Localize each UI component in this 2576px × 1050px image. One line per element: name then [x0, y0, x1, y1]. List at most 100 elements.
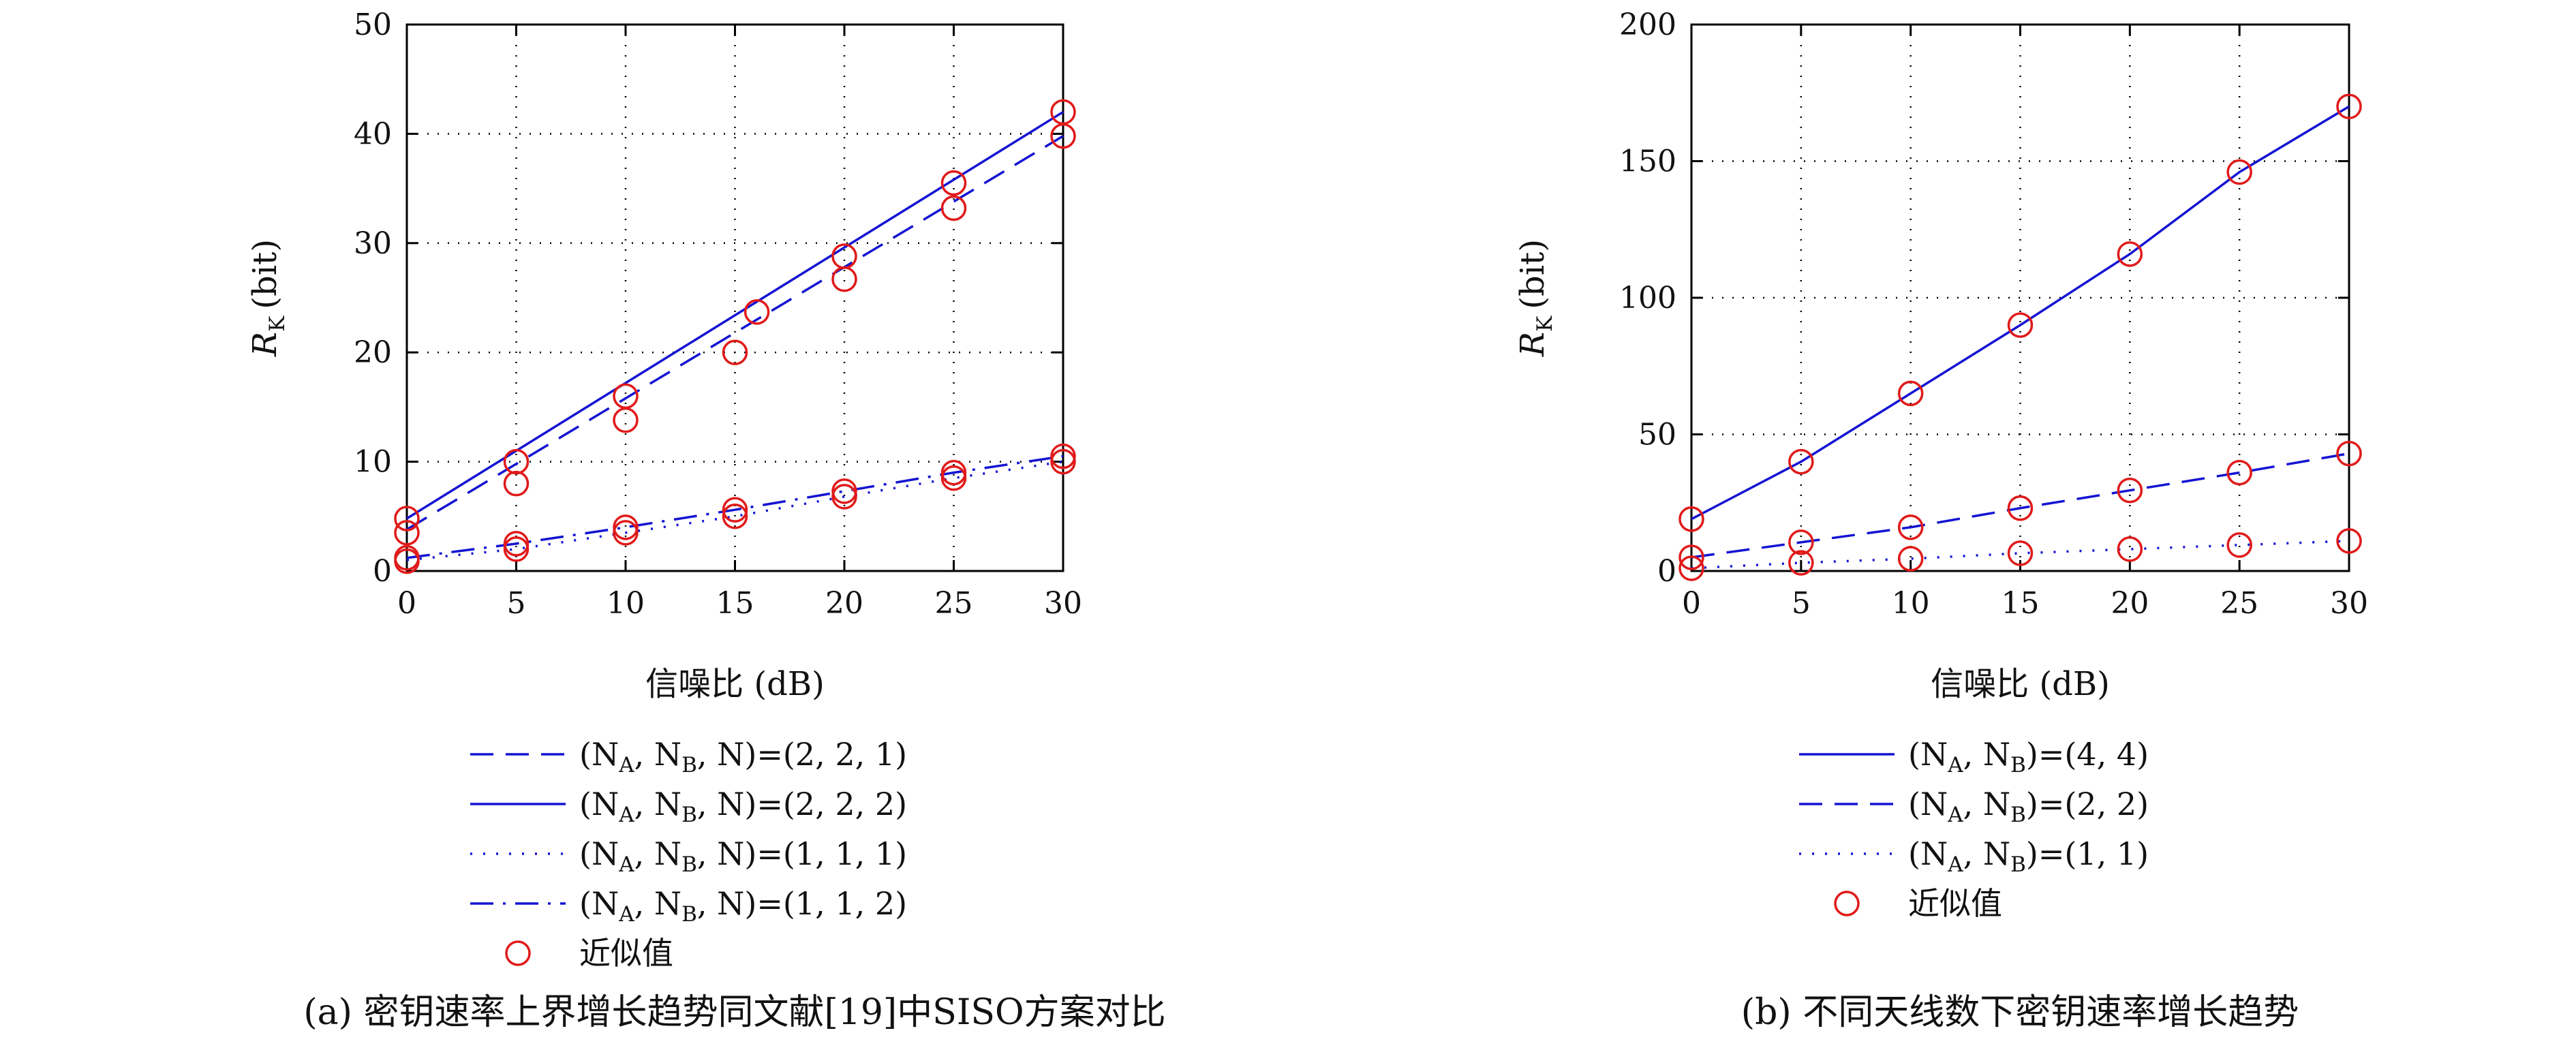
approx-marker [2226, 459, 2252, 486]
x-tick-label: 20 [2111, 586, 2149, 621]
y-tick-label: 100 [1619, 281, 1676, 315]
approx-marker [722, 339, 748, 365]
approx-marker [394, 548, 420, 574]
y-tick-label: 50 [1638, 418, 1676, 452]
approx-marker [613, 383, 639, 410]
approx-marker [613, 514, 639, 540]
approx-marker [831, 484, 857, 510]
approx-marker [722, 497, 748, 523]
approx-marker [2007, 540, 2034, 566]
legend-entry-1: (NA, NB, N)=(2, 2, 1) [579, 736, 907, 777]
x-tick-label: 10 [1892, 586, 1930, 621]
approx-marker [1897, 380, 1924, 407]
approx-marker [394, 520, 420, 546]
x-tick-label: 10 [607, 586, 645, 621]
legend: (NA, NB)=(4, 4) (NA, NB)=(2, 2) (NA, NB)=(… [1799, 736, 2149, 922]
approx-marker [743, 299, 770, 325]
x-tick-label: 5 [507, 586, 526, 621]
chart-panel-b: 0 5 10 15 20 25 30 0 50 100 150 200 信噪比 (dB) RK (bit) (… [1514, 7, 2368, 1033]
y-axis-label-symbol: R [246, 332, 284, 357]
series-line-1 [406, 135, 1064, 531]
y-axis-label: RK (bit) [246, 239, 290, 357]
approx-marker [1678, 544, 1704, 570]
legend-entry-approx: 近似值 [579, 935, 673, 972]
legend-approx-marker [1834, 891, 1860, 916]
grid [1691, 25, 2349, 571]
approx-marker [722, 504, 748, 529]
y-tick-label: 50 [354, 7, 392, 42]
legend-entry-2: (NA, NB)=(2, 2) [1908, 786, 2149, 827]
y-tick-label: 10 [354, 445, 392, 480]
legend-entry-3: (NA, NB)=(1, 1) [1908, 835, 2149, 877]
legend-entry-3: (NA, NB, N)=(1, 1, 1) [579, 835, 907, 877]
approx-marker [2336, 528, 2362, 554]
y-axis-label: RK (bit) [1514, 239, 1557, 357]
y-tick-label: 200 [1619, 7, 1676, 42]
x-tick-label: 5 [1792, 586, 1811, 621]
series-line-4 [406, 454, 1064, 559]
x-axis-label: 信噪比 (dB) [1931, 665, 2110, 703]
figure-caption: (b) 不同天线数下密钥速率增长趋势 [1741, 992, 2299, 1033]
approx-marker [613, 407, 639, 433]
approx-marker [1050, 448, 1076, 475]
approx-marker [940, 170, 967, 196]
y-tick-label: 0 [373, 554, 392, 589]
approx-marker [2117, 477, 2143, 504]
approx-marker [2117, 536, 2143, 562]
approx-marker [613, 520, 639, 546]
approx-marker [1678, 506, 1704, 532]
y-axis-label-unit: (bit) [1514, 239, 1552, 309]
approx-marker [940, 195, 967, 221]
approx-marker [940, 465, 967, 491]
approx-marker [1788, 529, 1814, 555]
approx-marker [2336, 93, 2362, 120]
approx-marker [2226, 159, 2252, 185]
y-axis-label-unit: (bit) [246, 239, 284, 309]
approx-marker [1788, 550, 1814, 576]
series-line-2 [1691, 452, 2350, 559]
y-axis-label-symbol: R [1514, 332, 1552, 357]
approx-marker [2226, 532, 2252, 558]
approx-marker [2007, 312, 2034, 338]
x-tick-label: 30 [2330, 586, 2368, 621]
figure-caption: (a) 密钥速率上界增长趋势同文献[19]中SISO方案对比 [303, 992, 1165, 1033]
approx-marker [503, 470, 530, 497]
y-axis-label-subscript: K [265, 315, 290, 332]
approx-marker [1897, 546, 1924, 572]
approx-marker [831, 266, 857, 292]
x-tick-label: 0 [397, 586, 416, 621]
legend: (NA, NB, N)=(2, 2, 1) (NA, NB, N)=(2, 2, … [470, 736, 907, 972]
legend-entry-approx: 近似值 [1908, 885, 2002, 922]
y-tick-label: 20 [354, 335, 392, 370]
grid [407, 25, 1063, 571]
approx-marker [503, 536, 530, 562]
x-tick-label: 25 [2220, 586, 2258, 621]
y-tick-label: 30 [354, 226, 392, 261]
approx-marker [2007, 495, 2034, 521]
legend-entry-2: (NA, NB, N)=(2, 2, 2) [579, 786, 907, 827]
y-axis-label-subscript: K [1533, 315, 1557, 332]
y-tick-label: 150 [1619, 144, 1676, 179]
chart-panel-a: 0 5 10 15 20 25 30 0 10 20 30 40 50 信噪比 (dB) RK (bit) (N… [246, 7, 1166, 1033]
x-tick-label: 0 [1682, 586, 1701, 621]
y-tick-label: 40 [354, 117, 392, 151]
legend-entry-1: (NA, NB)=(4, 4) [1908, 736, 2149, 777]
series-line-1 [1691, 105, 2350, 521]
approx-marker [1678, 555, 1704, 581]
approx-marker [503, 448, 530, 475]
approx-marker [1897, 514, 1924, 540]
x-tick-label: 25 [935, 586, 973, 621]
approx-marker [1050, 123, 1076, 149]
x-tick-label: 15 [716, 586, 754, 621]
approx-marker [940, 459, 967, 486]
legend-entry-4: (NA, NB, N)=(1, 1, 2) [579, 885, 907, 927]
approx-marker [1050, 443, 1076, 469]
x-tick-label: 20 [825, 586, 863, 621]
x-axis-label: 信噪比 (dB) [645, 665, 825, 703]
approx-marker [394, 506, 420, 531]
approx-marker [1788, 448, 1814, 475]
y-tick-label: 0 [1657, 554, 1676, 589]
approx-marker [2117, 241, 2143, 267]
approx-marker [503, 531, 530, 557]
x-tick-label: 30 [1044, 586, 1082, 621]
